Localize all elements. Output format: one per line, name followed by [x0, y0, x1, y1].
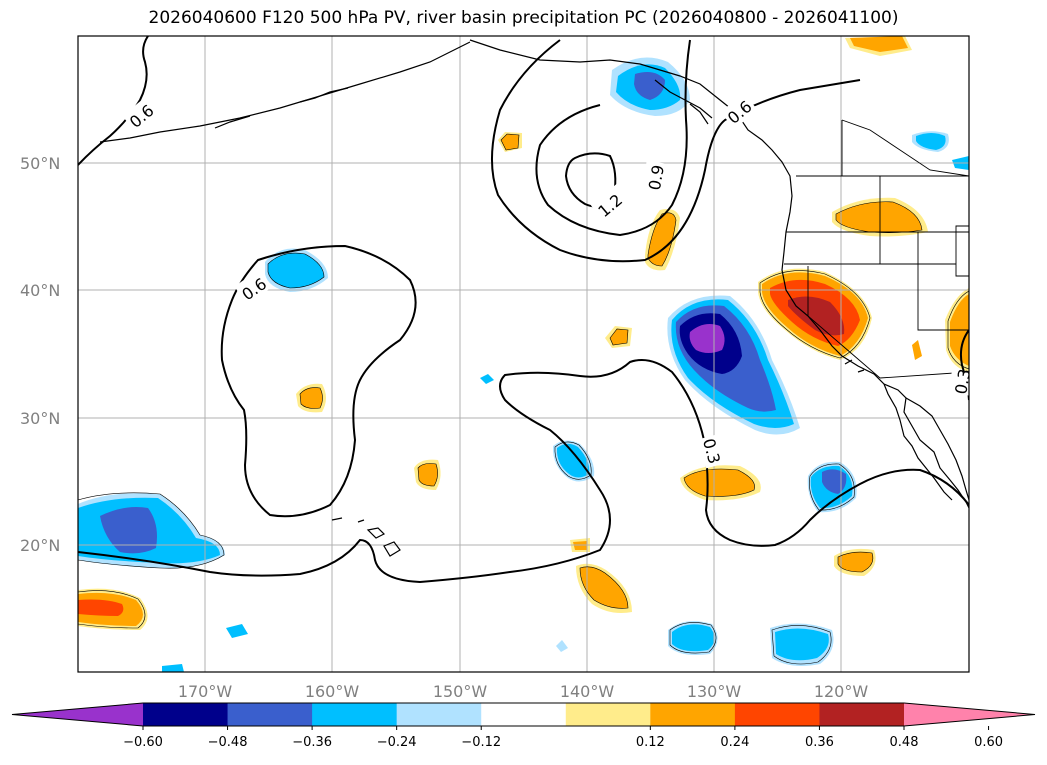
- precip-blob-small-1-core: [501, 134, 519, 150]
- contour-label: 0.3: [951, 367, 974, 395]
- precip-blob-small-4-core: [418, 463, 438, 486]
- precip-blob-blue-s2-core: [775, 628, 829, 661]
- colorbar-tick-label: 0.36: [805, 735, 834, 750]
- map-area: [78, 36, 969, 672]
- lat-label-20n: 20°N: [20, 536, 60, 555]
- colorbar-segment: [734, 703, 820, 726]
- precip-blob-small-2-core: [610, 329, 628, 345]
- colorbar-segment: [312, 703, 398, 726]
- map-content: 0.6 0.6 1.2 0.9 0.6 0.3 0.3: [78, 36, 974, 672]
- colorbar-tick-label: −0.60: [123, 735, 163, 750]
- colorbar-segment: [227, 703, 313, 726]
- precip-blob-blue-s1-core: [672, 624, 715, 652]
- map-title: 2026040600 F120 500 hPa PV, river basin …: [148, 8, 899, 28]
- precip-blob-bottom-edge: [162, 664, 184, 672]
- precip-blob-tiny-blue-2: [556, 640, 568, 652]
- precip-blob-blue-small-core: [916, 133, 946, 150]
- colorbar-tick-label: −0.48: [208, 735, 248, 750]
- colorbar-segment: [565, 703, 651, 726]
- lat-label-30n: 30°N: [20, 409, 60, 428]
- precip-blob-orange-mex-core: [838, 552, 873, 572]
- pv-contours: [78, 36, 969, 584]
- lon-label-170w: 170°W: [178, 682, 233, 701]
- map-frame: [77, 35, 970, 673]
- colorbar-tick-label: 0.12: [636, 735, 665, 750]
- colorbar-extend-max: [904, 703, 1035, 726]
- lon-labels: 170°W 160°W 150°W 140°W 130°W 120°W: [178, 682, 869, 701]
- colorbar-tick-label: 0.48: [890, 735, 919, 750]
- colorbar-tick-label: −0.12: [461, 735, 501, 750]
- lon-label-120w: 120°W: [814, 682, 869, 701]
- colorbar-segment: [481, 703, 567, 726]
- precip-blob-tiny-blue: [226, 624, 248, 638]
- colorbar-segment: [819, 703, 905, 726]
- precip-blob-blue-east-inner: [822, 469, 847, 494]
- precip-blob-main-negative: [667, 295, 800, 435]
- lat-label-50n: 50°N: [20, 154, 60, 173]
- precip-blob-tiny-az: [912, 340, 922, 360]
- precip-blob-orange-south-core: [684, 469, 755, 497]
- blob-outlines: [78, 133, 969, 665]
- lon-label-160w: 160°W: [305, 682, 360, 701]
- precip-blob-orange-sw-core: [580, 566, 628, 609]
- colorbar-segment: [143, 703, 229, 726]
- coastlines: [99, 39, 969, 557]
- contour-label: 0.9: [645, 163, 668, 191]
- lon-label-150w: 150°W: [433, 682, 488, 701]
- precip-blob-blue-mid-core: [556, 443, 590, 478]
- colorbar-tick-label: 0.60: [974, 735, 1003, 750]
- colorbar-tick-label: −0.36: [292, 735, 332, 750]
- precip-blob-blue-west-core: [268, 253, 324, 288]
- colorbar-segment: [650, 703, 736, 726]
- precip-blob-dot: [480, 374, 494, 384]
- gridlines: [78, 36, 969, 672]
- colorbar-extend-min: [12, 703, 143, 726]
- precip-blob-north-blue: [610, 57, 690, 116]
- precip-blob-idaho-core: [836, 201, 922, 233]
- colorbar-tick-label: 0.24: [720, 735, 749, 750]
- colorbar-segment: [396, 703, 482, 726]
- colorbar-tick-label: −0.24: [377, 735, 417, 750]
- precip-blob-west-edge: [78, 493, 225, 569]
- lat-labels: 50°N 40°N 30°N 20°N: [20, 154, 60, 555]
- precip-blob-west-red: [78, 599, 124, 616]
- precip-blob-small-3-core: [300, 387, 323, 409]
- colorbar: −0.60 −0.48 −0.36 −0.24 −0.12 0.12 0.24 0.36 0.4…: [11, 702, 1036, 750]
- precip-blob-top-right-core: [850, 36, 908, 52]
- lat-label-40n: 40°N: [20, 281, 60, 300]
- lon-label-130w: 130°W: [687, 682, 742, 701]
- lon-label-140w: 140°W: [560, 682, 615, 701]
- precip-blob-offshore-1-core: [648, 212, 676, 266]
